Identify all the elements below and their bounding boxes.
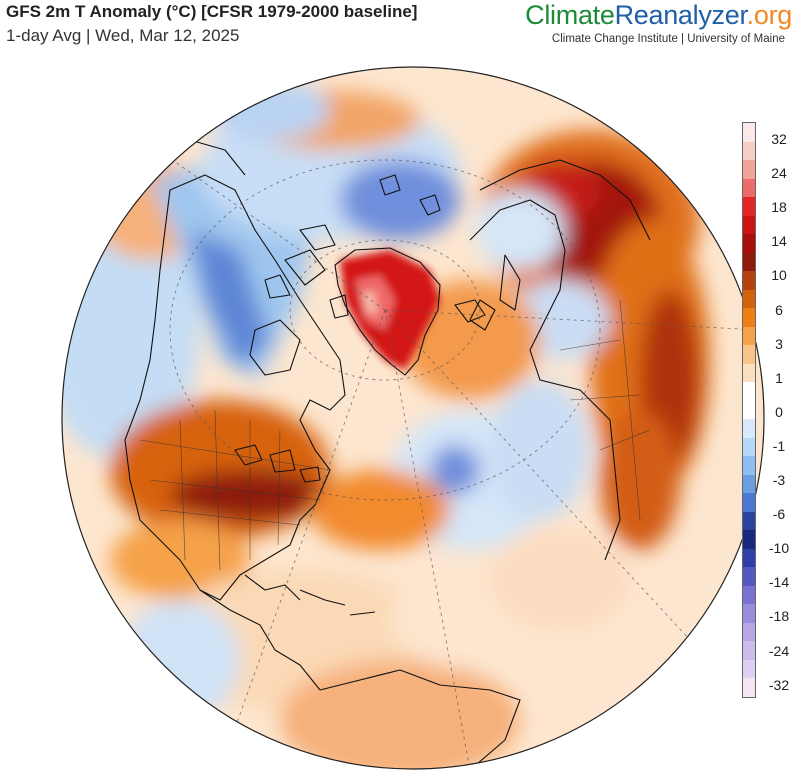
- map-title: GFS 2m T Anomaly (°C) [CFSR 1979-2000 ba…: [6, 2, 418, 21]
- colorbar-segment: [743, 382, 755, 401]
- colorbar-segment: [743, 678, 755, 697]
- colorbar-segment: [743, 345, 755, 364]
- colorbar-tick-label: -32: [768, 676, 790, 693]
- colorbar-tick-label: 10: [771, 267, 787, 284]
- anomaly-field: [62, 67, 764, 769]
- colorbar-segment: [743, 511, 755, 531]
- colorbar-segment: [743, 641, 755, 660]
- colorbar-segment: [743, 622, 755, 642]
- colorbar-tick-label: 32: [771, 131, 787, 147]
- colorbar-segment: [743, 326, 755, 346]
- colorbar-segment: [743, 437, 755, 457]
- colorbar-segment: [743, 308, 755, 327]
- colorbar: [742, 122, 756, 698]
- colorbar-segment: [743, 271, 755, 290]
- colorbar-segment: [743, 160, 755, 179]
- brand-part-reanalyzer: Reanalyzer: [614, 0, 747, 30]
- colorbar-segment: [743, 363, 755, 383]
- colorbar-segment: [743, 567, 755, 586]
- brand-part-org: .org: [746, 0, 793, 30]
- colorbar-segment: [743, 474, 755, 494]
- colorbar-tick-label: -3: [772, 472, 786, 488]
- colorbar-tick-label: 1: [775, 369, 783, 386]
- colorbar-segment: [743, 197, 755, 216]
- colorbar-tick-label: -10: [768, 540, 790, 557]
- colorbar-segment: [743, 456, 755, 475]
- colorbar-tick-label: 3: [775, 335, 783, 352]
- colorbar-segment: [743, 530, 755, 549]
- colorbar-tick-label: 24: [771, 165, 787, 182]
- colorbar-segment: [743, 419, 755, 438]
- colorbar-segment: [743, 123, 755, 142]
- colorbar-tick-label: -6: [772, 506, 786, 523]
- colorbar-segment: [743, 604, 755, 623]
- colorbar-tick-label: -1: [772, 437, 786, 454]
- colorbar-tick-label: 14: [771, 233, 787, 250]
- colorbar-tick-label: -14: [768, 574, 790, 591]
- colorbar-segment: [743, 585, 755, 605]
- brand-tagline: Climate Change Institute | University of…: [551, 33, 785, 45]
- brand-logo[interactable]: ClimateReanalyzer.org: [525, 0, 792, 31]
- colorbar-segment: [743, 548, 755, 568]
- colorbar-segment: [743, 234, 755, 253]
- colorbar-segment: [743, 215, 755, 235]
- colorbar-segment: [743, 493, 755, 512]
- colorbar-segment: [743, 141, 755, 161]
- colorbar-segment: [743, 178, 755, 198]
- brand-part-climate: Climate: [525, 0, 615, 30]
- map-subtitle: 1-day Avg | Wed, Mar 12, 2025: [6, 26, 240, 45]
- colorbar-segment: [743, 659, 755, 679]
- colorbar-segment: [743, 252, 755, 272]
- colorbar-segment: [743, 289, 755, 309]
- globe-outline: [61, 66, 765, 770]
- colorbar-tick-label: 6: [775, 301, 783, 318]
- colorbar-tick-label: 0: [775, 403, 783, 420]
- colorbar-tick-label: 18: [771, 199, 787, 216]
- colorbar-segment: [743, 400, 755, 420]
- colorbar-tick-label: -24: [768, 642, 790, 659]
- colorbar-tick-label: -18: [768, 608, 790, 625]
